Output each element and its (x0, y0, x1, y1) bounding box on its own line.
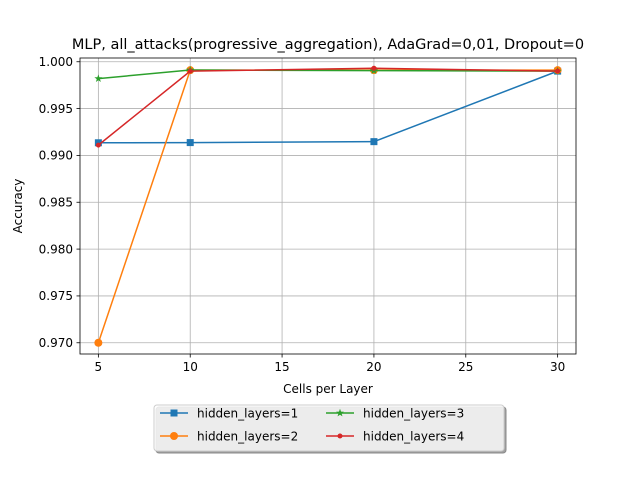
y-axis-ticks: 0.970 0.975 0.980 0.985 0.990 0.995 1.000 (39, 55, 80, 350)
x-tick-label: 20 (366, 360, 381, 374)
legend-entry: hidden_layers=1 (160, 406, 298, 420)
y-tick-label: 1.000 (39, 55, 73, 69)
x-tick-label: 5 (95, 360, 103, 374)
grid (80, 58, 576, 354)
plot-frame (79, 57, 577, 355)
y-tick-label: 0.970 (39, 336, 73, 350)
data-point (95, 142, 101, 148)
legend-entry: hidden_layers=3 (326, 406, 464, 420)
data-point (94, 338, 103, 347)
y-tick-label: 0.995 (39, 102, 73, 116)
x-tick-label: 15 (274, 360, 289, 374)
legend-marker (336, 408, 344, 417)
y-axis-label: Accuracy (11, 179, 25, 234)
y-tick-label: 0.980 (39, 242, 73, 256)
legend-label: hidden_layers=1 (197, 406, 298, 420)
legend-label: hidden_layers=3 (363, 406, 464, 420)
x-axis-ticks: 5 10 15 20 25 30 (95, 354, 565, 374)
legend: hidden_layers=1 hidden_layers=2 hidden_lay… (153, 404, 505, 452)
data-point (371, 65, 377, 71)
data-point (555, 68, 561, 74)
legend-marker (337, 433, 343, 439)
series-layer (94, 65, 562, 347)
x-tick-label: 30 (550, 360, 565, 374)
series-4 (95, 65, 561, 148)
legend-label: hidden_layers=4 (363, 429, 464, 443)
y-tick-label: 0.990 (39, 149, 73, 163)
chart-title: MLP, all_attacks(progressive_aggregation… (72, 37, 584, 53)
legend-entry: hidden_layers=4 (326, 429, 464, 443)
legend-entry: hidden_layers=2 (160, 429, 298, 443)
y-tick-label: 0.975 (39, 289, 73, 303)
legend-box (153, 404, 505, 452)
x-tick-label: 10 (183, 360, 198, 374)
series-line (97, 67, 558, 146)
data-point (94, 74, 103, 83)
legend-marker (170, 409, 178, 417)
data-point (370, 138, 378, 146)
x-tick-label: 25 (458, 360, 473, 374)
x-axis-label: Cells per Layer (283, 382, 373, 396)
y-tick-label: 0.985 (39, 196, 73, 210)
legend-marker (170, 432, 178, 440)
data-point (186, 139, 194, 147)
series-line (98, 70, 558, 144)
legend-label: hidden_layers=2 (197, 429, 298, 443)
data-point (187, 68, 193, 74)
plot-area (79, 57, 577, 355)
